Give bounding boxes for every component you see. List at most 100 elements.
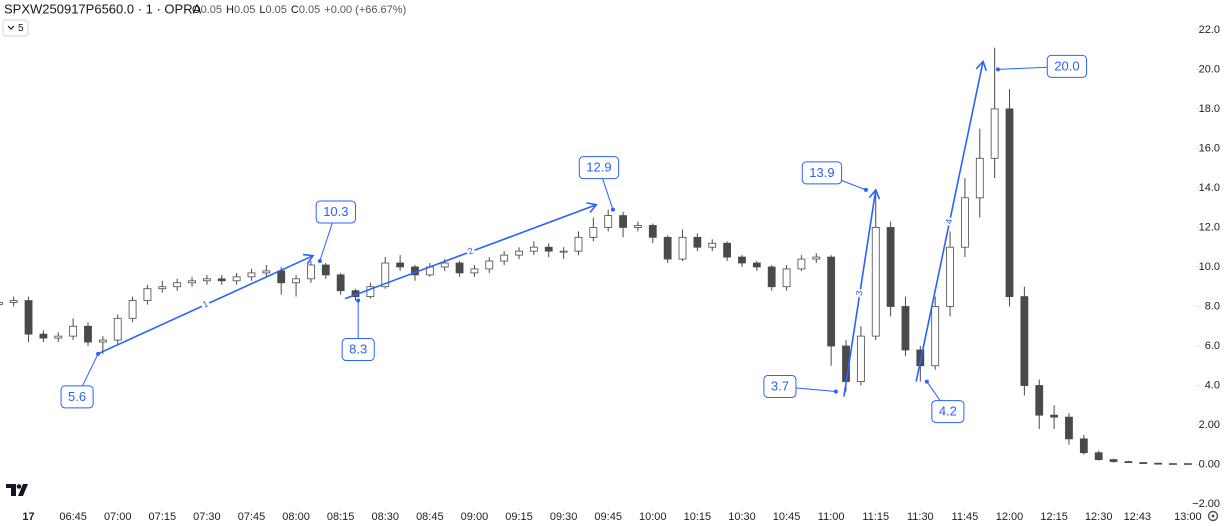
candle-body	[247, 272, 256, 278]
candle-body	[693, 236, 702, 248]
callout-box	[801, 161, 843, 185]
candle-body	[262, 270, 271, 274]
arrow-head	[302, 253, 315, 265]
y-tick-label: 20.0	[1199, 63, 1220, 75]
candle-body	[158, 286, 167, 290]
candle-body	[812, 256, 821, 260]
ohlc-key: C	[291, 4, 299, 16]
candle-body	[69, 325, 78, 337]
callout-box	[315, 200, 357, 224]
interval-button[interactable]: 5	[2, 19, 29, 37]
candle-body	[975, 157, 984, 199]
y-tick-label: 18.0	[1199, 103, 1220, 115]
x-tick-label: 10:45	[773, 511, 801, 523]
x-tick-label: 12:00	[996, 511, 1024, 523]
trend-label: 1	[201, 299, 210, 310]
candle-body	[589, 227, 598, 238]
callout-label: 12.9	[586, 160, 611, 175]
interval-label: 5	[18, 23, 24, 34]
candle-body	[723, 242, 732, 258]
settings-icon[interactable]	[1207, 510, 1219, 522]
candle-body	[470, 268, 479, 274]
tv-logo	[6, 484, 28, 496]
candle-body	[321, 264, 330, 276]
candle-body	[990, 108, 999, 159]
callout-label: 8.3	[349, 341, 367, 356]
ohlc-key: H	[226, 4, 234, 16]
trend-label-bg	[465, 245, 477, 258]
candle-body	[54, 335, 63, 339]
chevron-icon	[7, 25, 15, 30]
y-tick-label: 14.0	[1199, 182, 1220, 194]
price-change: +0.00 (+66.67%)	[324, 4, 406, 16]
candle-body	[648, 225, 657, 238]
x-tick-label: 08:45	[416, 511, 444, 523]
candle-body	[1154, 462, 1163, 465]
callout-anchor	[833, 389, 838, 394]
x-tick-label: 10:30	[728, 511, 756, 523]
candle-body	[619, 215, 627, 228]
callout-box	[60, 385, 94, 409]
candle-body	[0, 302, 3, 305]
trend-label: 4	[944, 218, 955, 225]
candle-body	[961, 197, 969, 248]
callout-label: 10.3	[323, 204, 348, 219]
x-tick-label: 12:43	[1124, 511, 1152, 523]
candle-body	[9, 300, 18, 303]
x-tick-label: 06:45	[59, 511, 87, 523]
candle-body	[752, 262, 761, 268]
candle-body	[84, 325, 92, 343]
x-tick-label: 10:00	[639, 511, 667, 523]
candle-body	[663, 236, 672, 260]
x-tick-label: 09:00	[461, 511, 489, 523]
candle-body	[336, 274, 345, 292]
x-tick-label: 12:30	[1085, 511, 1113, 523]
callout-label: 4.2	[939, 404, 957, 419]
candle-body	[634, 225, 642, 228]
candle-body	[604, 215, 613, 228]
candle-body	[931, 306, 940, 367]
candle-body	[559, 250, 568, 253]
x-tick-label: 11:30	[907, 511, 934, 523]
callout-anchor	[96, 351, 101, 356]
callout-box	[931, 400, 965, 424]
x-tick-label: 07:30	[193, 511, 221, 523]
candle-body	[24, 300, 33, 335]
candle-body	[871, 227, 880, 337]
ohlc-value: 0.05	[234, 4, 255, 16]
callout-box	[341, 338, 375, 362]
candle-body	[1020, 296, 1029, 386]
candle-body	[381, 262, 390, 288]
candle-body	[946, 246, 954, 307]
candle-body	[1005, 108, 1014, 298]
callout-anchor	[863, 187, 868, 192]
candle-body	[708, 242, 717, 248]
callout-box	[1046, 54, 1088, 78]
callout-box	[578, 156, 620, 180]
candle-body	[128, 300, 137, 319]
x-tick-label: 11:00	[818, 511, 845, 523]
x-tick-label: 17	[22, 511, 34, 523]
trend-label: 3	[854, 290, 865, 296]
arrow-head	[868, 188, 881, 200]
candle-body	[396, 262, 405, 268]
candle-body	[886, 227, 895, 307]
interval-button-frame[interactable]	[2, 19, 29, 37]
x-tick-label: 11:15	[862, 511, 889, 523]
candle-body	[1183, 463, 1192, 465]
candles	[0, 47, 1192, 465]
candle-body	[1065, 416, 1073, 440]
gear-ring[interactable]	[1207, 510, 1219, 522]
ohlc-header: O 0.05 H 0.05 L 0.05 C 0.05 +0.00 (+66.67%)	[192, 4, 406, 16]
callout-box	[763, 374, 797, 398]
candle-body	[202, 278, 211, 282]
candle-body	[366, 286, 375, 298]
y-tick-label: 6.0	[1205, 340, 1220, 352]
trend-label: 2	[466, 246, 474, 257]
candle-body	[544, 246, 553, 252]
candle-body	[797, 258, 806, 270]
candle-body	[39, 333, 48, 339]
candle-body	[143, 288, 152, 301]
